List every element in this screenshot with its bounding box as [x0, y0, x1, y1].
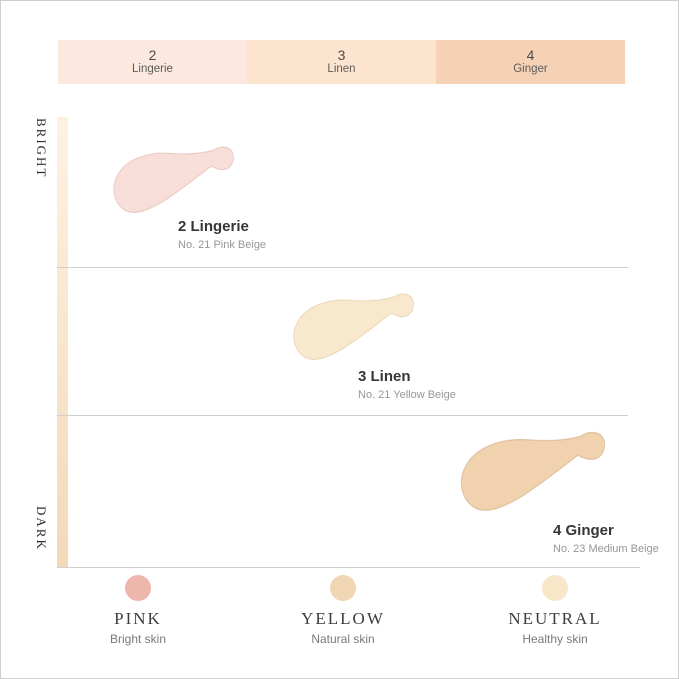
- tone-legend-neutral: NEUTRAL Healthy skin: [480, 575, 630, 646]
- swatch-title: 4 Ginger: [553, 522, 614, 539]
- tone-name: YELLOW: [301, 609, 385, 628]
- texture-smear-linen: [293, 293, 414, 360]
- tone-legend-yellow: YELLOW Natural skin: [268, 575, 418, 646]
- row-divider-1: [57, 267, 628, 268]
- shade-tab-ginger: 4 Ginger: [436, 40, 625, 84]
- texture-smear-ginger: [460, 431, 606, 511]
- shade-tab-lingerie: 2 Lingerie: [58, 40, 247, 84]
- tone-name: PINK: [114, 609, 162, 628]
- tone-description: Natural skin: [311, 631, 375, 646]
- smear-shape: [460, 431, 606, 511]
- swatch-title: 3 Linen: [358, 368, 411, 385]
- shade-name: Ginger: [513, 63, 548, 76]
- tone-description: Bright skin: [109, 631, 167, 646]
- smear-shape: [113, 146, 234, 213]
- tone-swatch-dot: [542, 575, 568, 601]
- swatch-title: 2 Lingerie: [178, 218, 249, 235]
- smear-shape: [293, 293, 414, 360]
- tone-name: NEUTRAL: [508, 609, 602, 628]
- shade-name: Lingerie: [132, 63, 173, 76]
- brightness-gradient-bar: [57, 117, 68, 567]
- shade-number: 4: [526, 47, 535, 64]
- shade-number: 2: [148, 47, 157, 64]
- shade-tab-linen: 3 Linen: [247, 40, 436, 84]
- axis-label-dark: DARK: [34, 506, 49, 551]
- shade-number: 3: [337, 47, 346, 64]
- texture-smear-lingerie: [113, 146, 234, 213]
- row-divider-3: [57, 567, 640, 568]
- axis-label-bright: BRIGHT: [34, 118, 49, 179]
- swatch-subtitle: No. 21 Yellow Beige: [358, 389, 456, 401]
- shade-name: Linen: [327, 63, 356, 76]
- swatch-subtitle: No. 21 Pink Beige: [178, 239, 267, 251]
- tone-description: Healthy skin: [522, 631, 588, 646]
- swatch-label-linen: 3 Linen No. 21 Yellow Beige: [358, 368, 456, 402]
- swatch-label-lingerie: 2 Lingerie No. 21 Pink Beige: [178, 218, 266, 252]
- shade-selector-bar: 2 Lingerie 3 Linen 4 Ginger: [58, 40, 625, 84]
- tone-swatch-dot: [125, 575, 151, 601]
- tone-legend-pink: PINK Bright skin: [63, 575, 213, 646]
- swatch-subtitle: No. 23 Medium Beige: [553, 543, 659, 555]
- row-divider-2: [57, 415, 628, 416]
- swatch-label-ginger: 4 Ginger No. 23 Medium Beige: [553, 522, 659, 556]
- tone-swatch-dot: [330, 575, 356, 601]
